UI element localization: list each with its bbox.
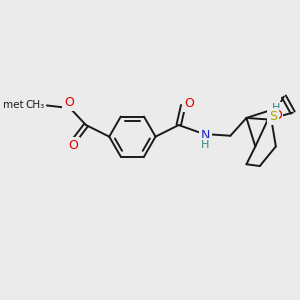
Text: N: N [201,129,210,142]
Text: S: S [269,110,277,123]
Text: O: O [69,139,79,152]
Text: methyl: methyl [3,100,40,110]
Text: O: O [184,97,194,110]
Text: CH₃: CH₃ [25,100,44,110]
Text: H: H [272,103,281,113]
Text: O: O [64,96,74,109]
Text: H: H [201,140,210,150]
Text: O: O [272,109,282,122]
